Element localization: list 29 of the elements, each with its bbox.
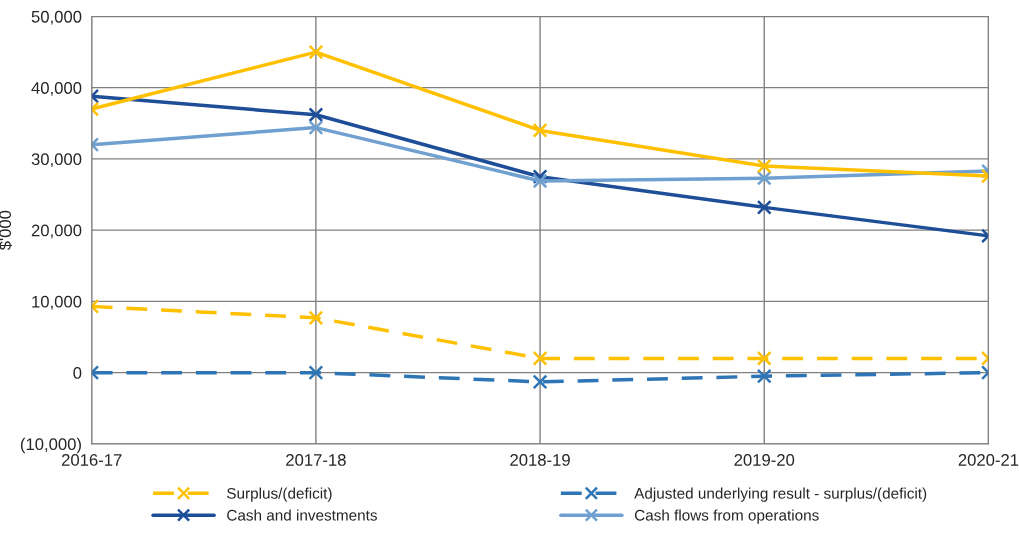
x-tick-label: 2020-21: [958, 454, 1019, 466]
point: [308, 120, 324, 136]
x-tick-label: 2017-18: [286, 454, 346, 466]
point: [756, 158, 772, 174]
y-tick-label: 40,000: [31, 82, 82, 96]
y-tick-label: 10,000: [32, 295, 82, 310]
legend-label: Cash and investments: [227, 509, 377, 521]
point: [532, 173, 548, 189]
legend-label: Adjusted underlying result - surplus/(deficit): [634, 487, 927, 502]
x-tick-label: 2019-20: [734, 454, 795, 466]
legend-label: Cash flows from operations: [634, 509, 819, 524]
point: [532, 374, 548, 390]
point: [756, 368, 772, 384]
legend-label: Surplus/(deficit): [227, 487, 332, 502]
y-tick-label: 0: [73, 367, 82, 379]
point: [532, 350, 548, 366]
x-tick-label: 2016-17: [61, 454, 122, 466]
y-tick-label: 20,000: [31, 224, 82, 239]
point: [308, 44, 324, 60]
y-tick-label: (10,000): [20, 437, 81, 454]
y-tick-label: 30,000: [31, 153, 82, 168]
point: [756, 199, 772, 215]
point: [756, 350, 772, 366]
point: [308, 310, 324, 326]
x-tick-label: 2018-19: [510, 454, 570, 466]
y-tick-label: 50,000: [31, 10, 82, 25]
point: [308, 365, 324, 381]
point: [308, 107, 324, 123]
point: [532, 122, 548, 138]
